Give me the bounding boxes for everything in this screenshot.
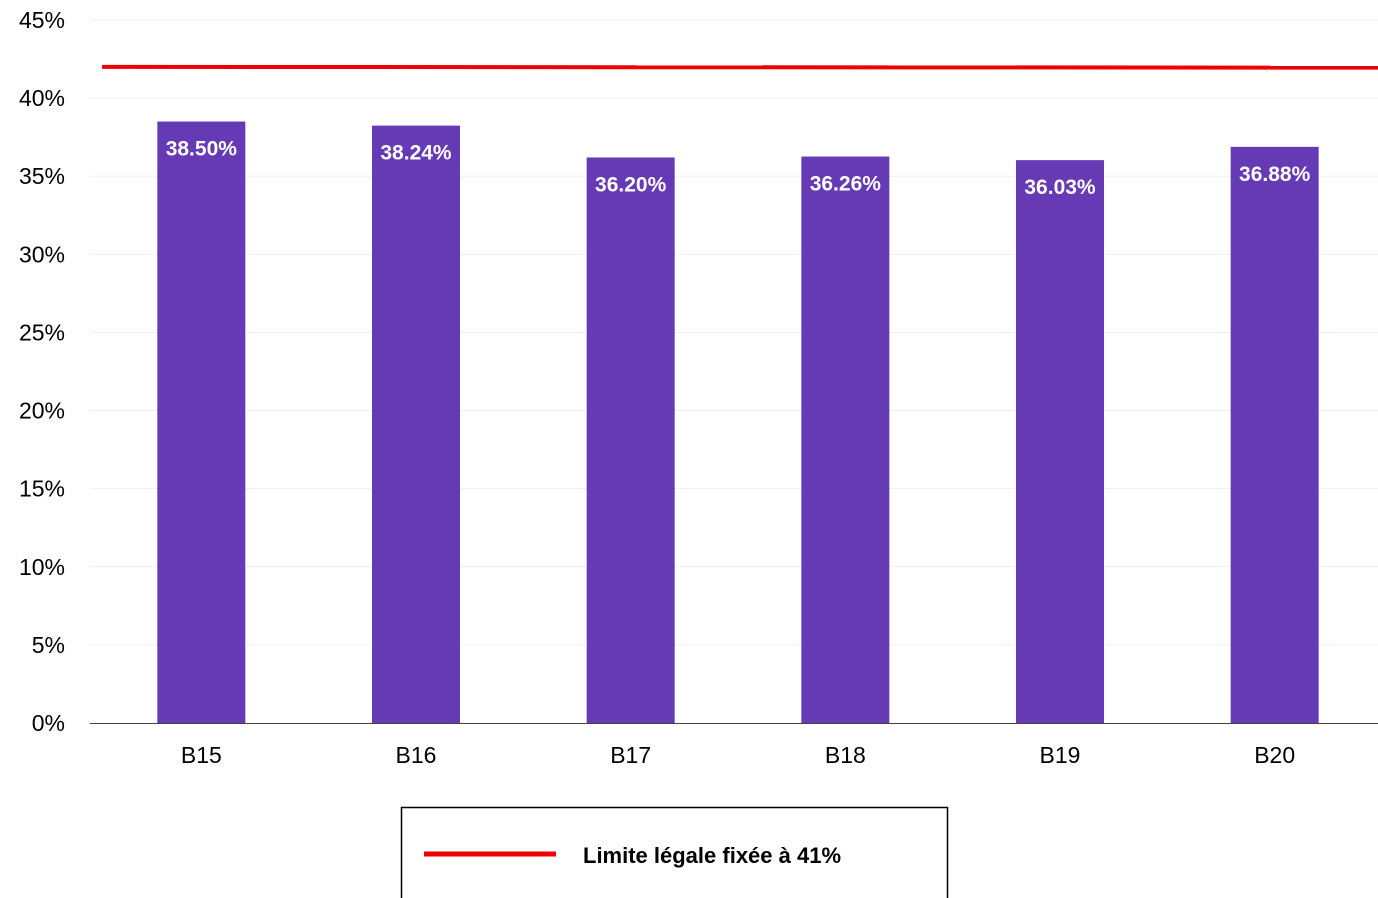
y-tick-label: 20% (19, 398, 65, 424)
x-axis-category-labels: B15 B16 B17 B18 B19 B20 (181, 742, 1295, 768)
bar-value-label: 38.24% (380, 142, 452, 165)
bar (801, 156, 890, 724)
x-category-label: B20 (1254, 742, 1295, 768)
x-category-label: B17 (610, 742, 651, 768)
x-category-label: B18 (825, 742, 866, 768)
bar (586, 157, 675, 723)
bar-value-label: 36.26% (810, 173, 882, 196)
gridlines (90, 19, 1378, 646)
legend-box (400, 806, 949, 898)
y-tick-label: 10% (19, 554, 65, 580)
y-tick-label: 35% (19, 163, 65, 189)
y-tick-label: 5% (32, 632, 65, 658)
legal-limit-line (101, 64, 1378, 70)
bar (372, 125, 460, 724)
bar-value-label: 36.03% (1024, 176, 1096, 199)
bar-value-label: 38.50% (166, 138, 238, 161)
bar (1016, 160, 1104, 723)
y-tick-label: 40% (19, 85, 65, 111)
bars (157, 121, 1319, 724)
bar-value-labels: 38.50% 38.24% 36.20% 36.26% 36.03% 36.88% (166, 138, 1311, 200)
x-category-label: B15 (181, 742, 222, 768)
bar-value-label: 36.20% (595, 173, 667, 196)
y-tick-label: 25% (19, 319, 65, 345)
x-category-label: B16 (396, 742, 437, 768)
y-axis-tick-labels: 0% 5% 10% 15% 20% 25% 30% 35% 40% 45% (19, 7, 65, 736)
bar (157, 121, 246, 724)
bar-value-label: 36.88% (1239, 163, 1311, 186)
y-tick-label: 45% (19, 7, 65, 33)
y-tick-label: 30% (19, 241, 65, 267)
x-category-label: B19 (1040, 742, 1081, 768)
y-tick-label: 0% (32, 710, 65, 736)
legend: Limite légale fixée à 41% (400, 806, 949, 898)
y-tick-label: 15% (19, 476, 65, 502)
bar (1230, 146, 1319, 724)
legend-label: Limite légale fixée à 41% (583, 843, 841, 868)
